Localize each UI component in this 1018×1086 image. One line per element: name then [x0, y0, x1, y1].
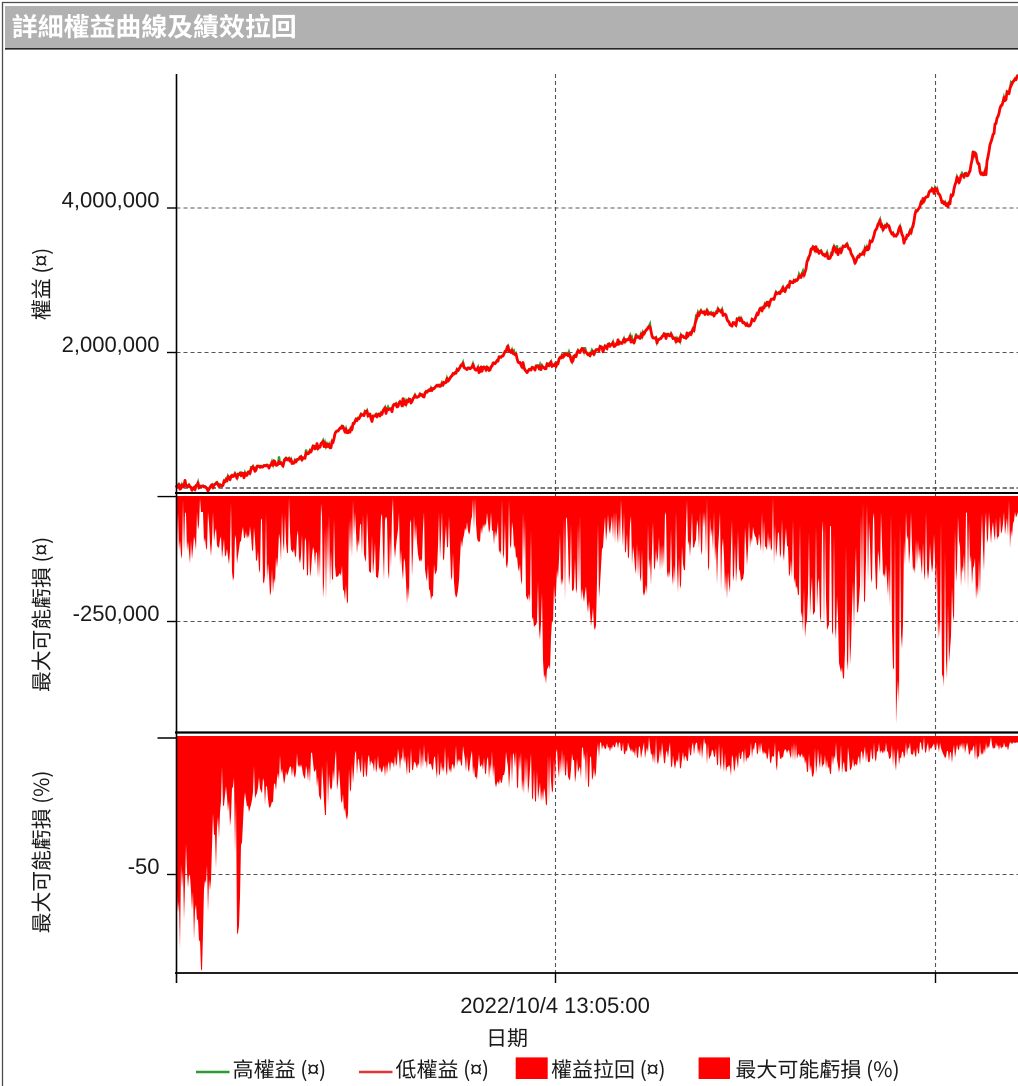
- svg-text:2022/10/4 13:05:00: 2022/10/4 13:05:00: [460, 993, 650, 1018]
- svg-text:-50: -50: [128, 854, 160, 879]
- svg-text:2,000,000: 2,000,000: [62, 332, 160, 357]
- svg-text:-250,000: -250,000: [73, 601, 160, 626]
- svg-text:4,000,000: 4,000,000: [62, 188, 160, 213]
